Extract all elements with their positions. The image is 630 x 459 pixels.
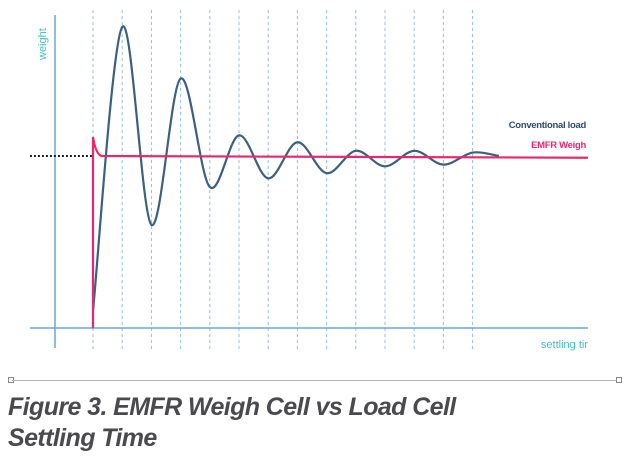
x-axis-label: settling tir	[541, 339, 588, 351]
y-axis-label: weight	[37, 28, 49, 61]
series-group	[91, 25, 588, 328]
grid-lines	[92, 10, 474, 352]
settling-time-chart: weight settling tir Conventional load EM…	[29, 10, 588, 352]
series-conventional-load-line	[91, 25, 500, 311]
legend-conventional-load: Conventional load	[509, 120, 587, 131]
figure-caption: Figure 3. EMFR Weigh Cell vs Load Cell S…	[8, 392, 608, 454]
legend-emfr-weigh: EMFR Weigh	[531, 140, 586, 151]
caption-separator	[12, 380, 618, 381]
caption-line-2: Settling Time	[8, 424, 157, 452]
series-emfr-weigh-line	[91, 136, 588, 328]
caption-line-1: Figure 3. EMFR Weigh Cell vs Load Cell	[8, 393, 456, 421]
separator-handle-right	[616, 377, 622, 383]
